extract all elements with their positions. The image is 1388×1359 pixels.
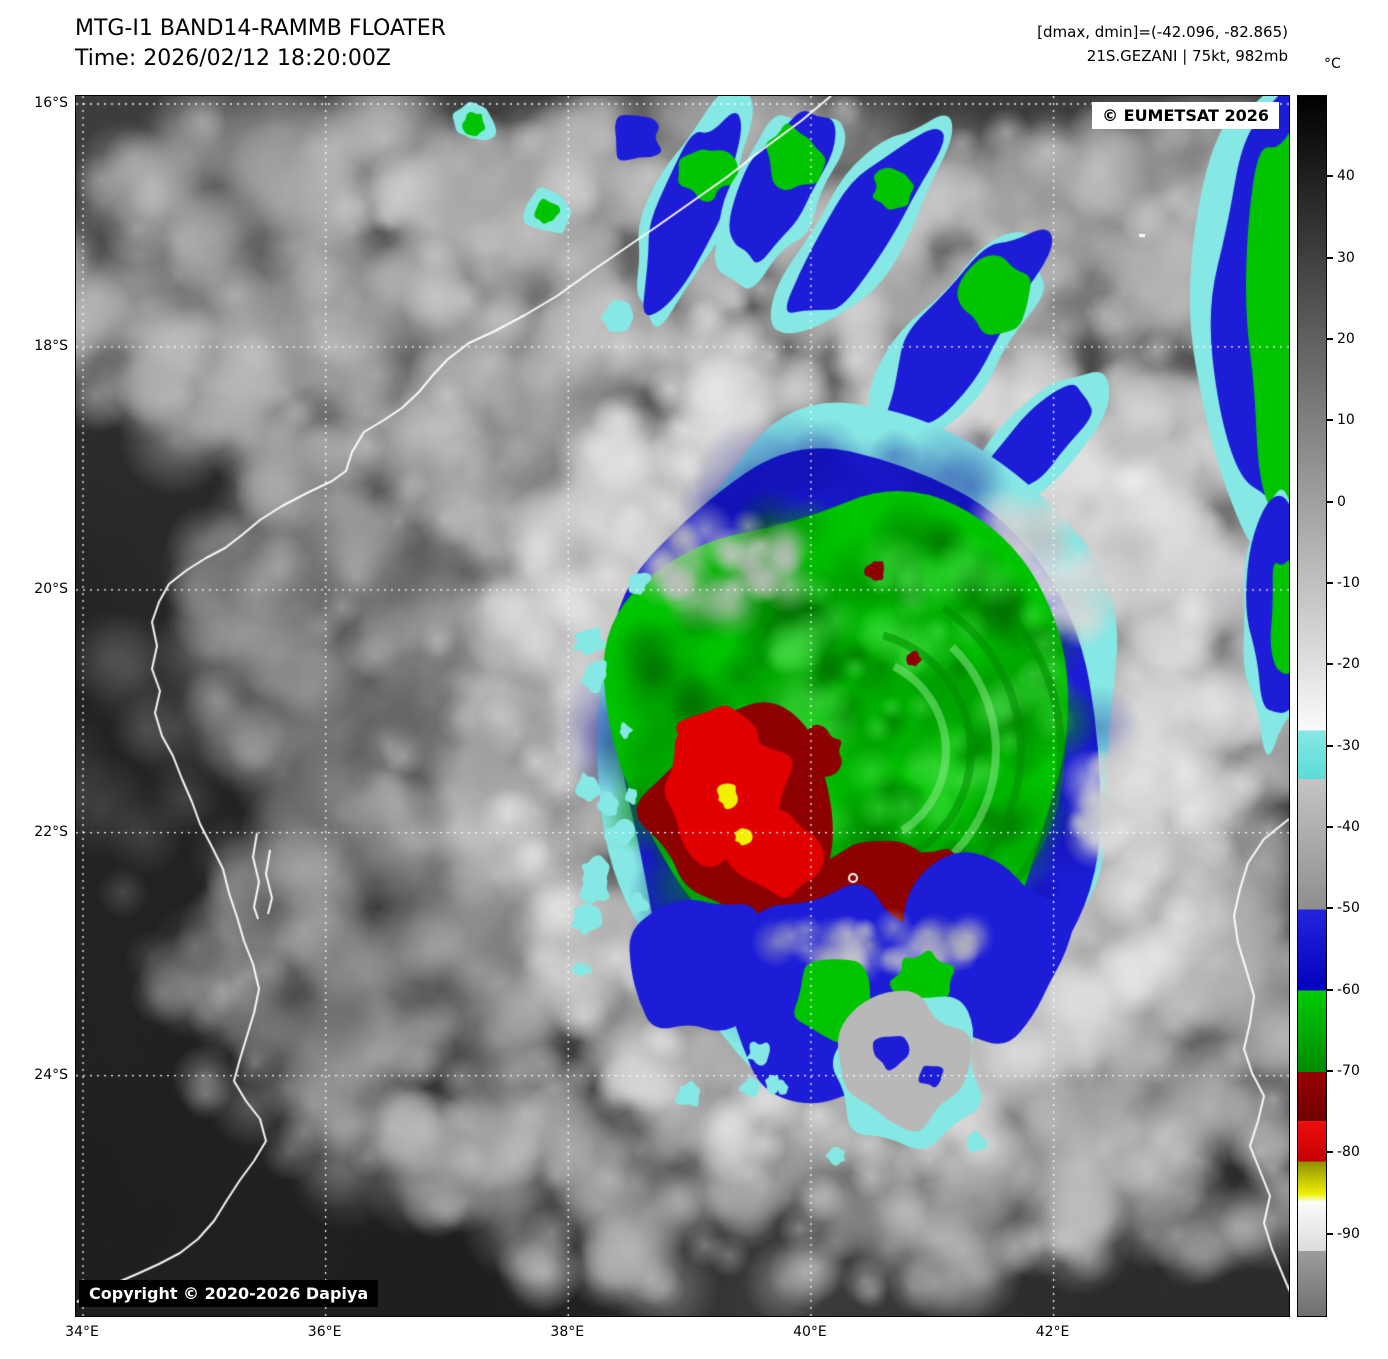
- header-left: MTG-I1 BAND14-RAMMB FLOATER Time: 2026/0…: [75, 14, 446, 73]
- colorbar-tick-label: 10: [1337, 412, 1355, 429]
- satellite-image-canvas: [76, 96, 1289, 1316]
- page-title: MTG-I1 BAND14-RAMMB FLOATER: [75, 16, 446, 41]
- colorbar-tick-label: -10: [1337, 575, 1360, 591]
- longitude-tick-label: 36°E: [307, 1324, 342, 1340]
- colorbar-tick-mark: [1327, 663, 1333, 666]
- latitude-tick-label: 20°S: [34, 580, 68, 597]
- colorbar-tick-label: -60: [1337, 981, 1360, 998]
- longitude-tick-label: 34°E: [65, 1324, 99, 1340]
- colorbar-tick-mark: [1327, 175, 1333, 178]
- colorbar-tick-mark: [1327, 826, 1333, 828]
- colorbar-tick-mark: [1327, 907, 1333, 910]
- longitude-tick-label: 40°E: [793, 1324, 827, 1340]
- longitude-tick-label: 38°E: [550, 1324, 585, 1340]
- colorbar-tick-mark: [1327, 256, 1333, 259]
- header-right: [dmax, dmin]=(-42.096, -82.865) 21S.GEZA…: [1037, 20, 1288, 68]
- temperature-colorbar: [1297, 95, 1327, 1317]
- dmax-dmin-readout: [dmax, dmin]=(-42.096, -82.865): [1037, 23, 1288, 41]
- latitude-tick-label: 22°S: [34, 823, 68, 840]
- colorbar-tick-mark: [1327, 1151, 1333, 1154]
- colorbar-tick-label: -20: [1337, 656, 1360, 673]
- colorbar-tick-label: -70: [1337, 1063, 1360, 1079]
- latitude-tick-label: 24°S: [34, 1066, 68, 1083]
- colorbar-tick-label: -40: [1337, 819, 1360, 835]
- storm-info-label: 21S.GEZANI | 75kt, 982mb: [1086, 47, 1288, 65]
- colorbar-tick-mark: [1327, 582, 1333, 584]
- latitude-tick-label: 18°S: [34, 337, 68, 354]
- colorbar-tick-label: -50: [1337, 900, 1360, 917]
- timestamp-label: Time: 2026/02/12 18:20:00Z: [75, 45, 391, 71]
- colorbar-unit-label: °C: [1324, 56, 1341, 72]
- colorbar-tick-label: 20: [1337, 331, 1355, 347]
- copyright-badge: Copyright © 2020-2026 Dapiya: [79, 1280, 379, 1307]
- colorbar-tick-label: -90: [1337, 1225, 1360, 1242]
- colorbar-tick-label: 40: [1337, 168, 1355, 185]
- colorbar-gradient: [1298, 96, 1326, 1316]
- colorbar-tick-mark: [1327, 744, 1333, 747]
- colorbar-tick-label: 0: [1337, 493, 1346, 510]
- colorbar-tick-label: -80: [1337, 1144, 1360, 1161]
- eumetsat-credit-badge: © EUMETSAT 2026: [1092, 102, 1279, 129]
- colorbar-tick-mark: [1327, 1070, 1333, 1072]
- colorbar-tick-mark: [1327, 1232, 1333, 1235]
- colorbar-tick-mark: [1327, 419, 1333, 422]
- latitude-tick-label: 16°S: [34, 95, 68, 111]
- colorbar-tick-label: 30: [1337, 249, 1355, 266]
- colorbar-tick-mark: [1327, 988, 1333, 991]
- colorbar-tick-mark: [1327, 338, 1333, 340]
- colorbar-tick-mark: [1327, 500, 1333, 503]
- satellite-map-frame: © EUMETSAT 2026 Copyright © 2020-2026 Da…: [75, 95, 1290, 1317]
- colorbar-tick-label: -30: [1337, 737, 1360, 754]
- longitude-tick-label: 42°E: [1035, 1324, 1070, 1340]
